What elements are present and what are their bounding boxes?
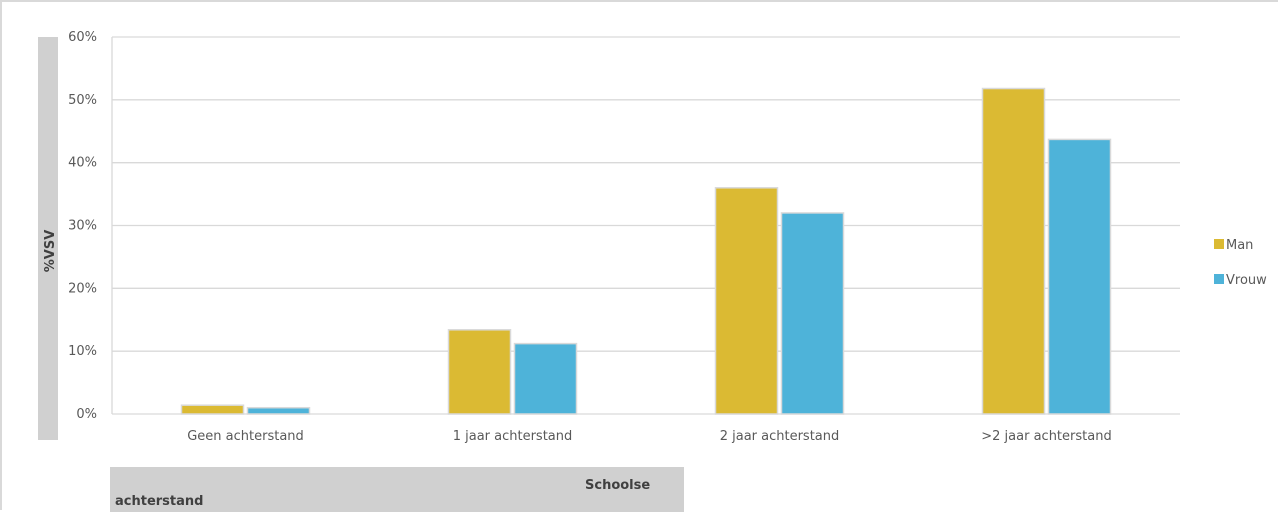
bar-vrouw-0	[246, 406, 311, 415]
bar-vrouw-2	[780, 212, 845, 415]
legend: Man Vrouw	[1214, 238, 1267, 288]
y-tick-label: 50%	[68, 93, 97, 108]
x-axis-title-panel	[110, 467, 684, 512]
x-axis-title-line-2: achterstand	[115, 494, 203, 509]
y-tick-label: 30%	[68, 219, 97, 234]
x-category-label: 1 jaar achterstand	[453, 429, 573, 444]
bars	[180, 87, 1112, 415]
legend-label-vrouw: Vrouw	[1226, 273, 1267, 288]
x-category-label: Geen achterstand	[187, 429, 304, 444]
legend-label-man: Man	[1226, 238, 1253, 253]
x-category-labels: Geen achterstand 1 jaar achterstand 2 jaar…	[187, 429, 1112, 444]
legend-swatch-man	[1214, 239, 1224, 249]
y-axis-title: %VSV	[43, 230, 58, 273]
bar-man-1	[447, 329, 512, 415]
y-tick-label: 20%	[68, 281, 97, 296]
x-category-label: 2 jaar achterstand	[720, 429, 840, 444]
bar-vrouw-3	[1047, 138, 1112, 415]
y-tick-label: 0%	[76, 407, 97, 422]
bar-man-2	[714, 187, 779, 415]
legend-swatch-vrouw	[1214, 274, 1224, 284]
bar-vrouw-1	[513, 342, 578, 415]
x-category-label: >2 jaar achterstand	[981, 429, 1111, 444]
y-axis-title-panel	[38, 37, 58, 440]
y-tick-label: 10%	[68, 344, 97, 359]
y-tick-label: 40%	[68, 156, 97, 171]
x-axis-title-line-1: Schoolse	[585, 478, 650, 493]
bar-man-3	[981, 87, 1046, 415]
y-tick-labels: 0% 10% 20% 30% 40% 50% 60%	[68, 30, 97, 422]
y-tick-label: 60%	[68, 30, 97, 45]
bar-man-0	[180, 404, 245, 415]
